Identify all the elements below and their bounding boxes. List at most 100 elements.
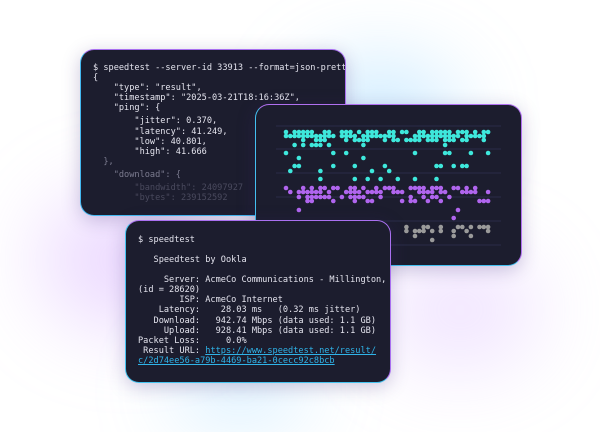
chart-dot	[412, 150, 418, 156]
chart-dot	[425, 189, 431, 195]
chart-dot	[460, 163, 465, 169]
chart-dot	[417, 133, 422, 139]
command-line: $ speedtest	[138, 235, 195, 245]
chart-dot	[455, 129, 461, 135]
chart-dot	[481, 137, 487, 143]
chart-dot	[468, 189, 474, 195]
chart-dot	[472, 129, 478, 135]
chart-dot	[408, 137, 413, 143]
chart-dot	[318, 142, 323, 148]
chart-dot	[485, 228, 491, 234]
chart-dot	[468, 233, 474, 239]
json-line: "type": "result",	[93, 83, 202, 94]
chart-dot	[434, 163, 439, 169]
chart-dot	[417, 228, 422, 234]
chart-dot	[434, 185, 439, 191]
chart-dot	[434, 176, 439, 182]
chart-dot	[455, 224, 461, 230]
chart-dot	[348, 129, 353, 135]
json-line: "timestamp": "2025-03-21T18:16:36Z",	[93, 93, 300, 104]
chart-dot	[451, 133, 456, 139]
chart-dot	[417, 185, 422, 191]
chart-dot	[348, 133, 353, 139]
chart-dot	[421, 133, 426, 139]
chart-dot	[292, 129, 297, 135]
download-line: Download: 942.74 Mbps (data used: 1.1 GB…	[138, 315, 376, 326]
chart-dot	[395, 137, 401, 143]
chart-dot	[421, 185, 426, 191]
chart-dot	[421, 129, 426, 135]
latency-line: Latency: 28.03 ms (0.32 ms jitter)	[138, 305, 361, 316]
chart-dot	[412, 137, 418, 143]
chart-dot	[421, 228, 426, 234]
chart-dot	[472, 185, 478, 191]
chart-dot	[472, 133, 478, 139]
chart-dot	[485, 224, 491, 230]
chart-dot	[472, 189, 478, 195]
chart-dot	[460, 129, 465, 135]
chart-dot	[331, 185, 336, 191]
cli-terminal-window: $ speedtest Speedtest by Ookla Server: A…	[125, 220, 391, 383]
chart-dot	[382, 137, 388, 143]
chart-dot	[464, 185, 469, 191]
chart-dot	[429, 194, 435, 200]
chart-dot	[356, 137, 362, 143]
chart-dot	[352, 133, 358, 139]
chart-dot	[404, 228, 409, 234]
chart-dot	[408, 194, 413, 200]
chart-dot	[356, 194, 362, 200]
chart-dot	[343, 137, 349, 143]
chart-dot	[300, 129, 306, 135]
chart-dot	[412, 228, 418, 234]
chart-dot	[408, 185, 413, 191]
heading: Speedtest by Ookla	[138, 255, 247, 266]
chart-dot	[429, 185, 435, 191]
chart-dot	[300, 137, 306, 143]
chart-dot	[399, 198, 405, 204]
chart-dot	[365, 137, 370, 143]
chart-dot	[365, 189, 370, 195]
chart-dot	[382, 133, 388, 139]
chart-dot	[438, 189, 444, 195]
chart-dot	[322, 194, 327, 200]
chart-dot	[326, 133, 332, 139]
chart-dot	[451, 185, 456, 191]
chart-dot	[361, 155, 366, 161]
chart-dot	[292, 142, 297, 148]
chart-dot	[485, 129, 491, 135]
json-line: "download": {	[93, 169, 181, 180]
isp-line: ISP: AcmeCo Internet	[138, 295, 283, 306]
chart-dot	[369, 133, 375, 139]
json-line: },	[93, 156, 114, 167]
chart-dot	[442, 137, 448, 143]
chart-dot	[481, 224, 487, 230]
json-output: $ speedtest --server-id 33913 --format=j…	[81, 50, 345, 215]
chart-dot	[369, 189, 375, 195]
chart-dot	[296, 189, 302, 195]
chart-dot	[447, 133, 452, 139]
chart-dot	[326, 129, 332, 135]
json-line: "jitter": 0.370,	[93, 116, 218, 127]
chart-dot	[305, 129, 310, 135]
chart-dot	[451, 233, 456, 239]
chart-dot	[318, 194, 323, 200]
chart-dot	[365, 176, 370, 182]
result-url-link[interactable]: https://www.speedtest.net/result/	[205, 345, 377, 356]
chart-dot	[296, 155, 302, 161]
chart-dot	[348, 194, 353, 200]
chart-dot	[481, 198, 487, 204]
chart-dot	[451, 228, 456, 234]
chart-dot	[464, 228, 469, 234]
chart-dot	[429, 237, 435, 243]
result-url-link-continued[interactable]: c/2d74ee56-a79b-4469-ba21-0cecc92c8bcb	[138, 355, 335, 366]
chart-dot	[292, 163, 297, 169]
json-line: "low": 40.801,	[93, 136, 207, 147]
chart-dot	[429, 189, 435, 195]
chart-dot	[468, 150, 474, 156]
chart-dot	[455, 133, 461, 139]
chart-dot	[365, 129, 370, 135]
chart-dot	[378, 194, 383, 200]
chart-dot	[313, 142, 319, 148]
chart-dot	[309, 189, 315, 195]
chart-dot	[361, 194, 366, 200]
